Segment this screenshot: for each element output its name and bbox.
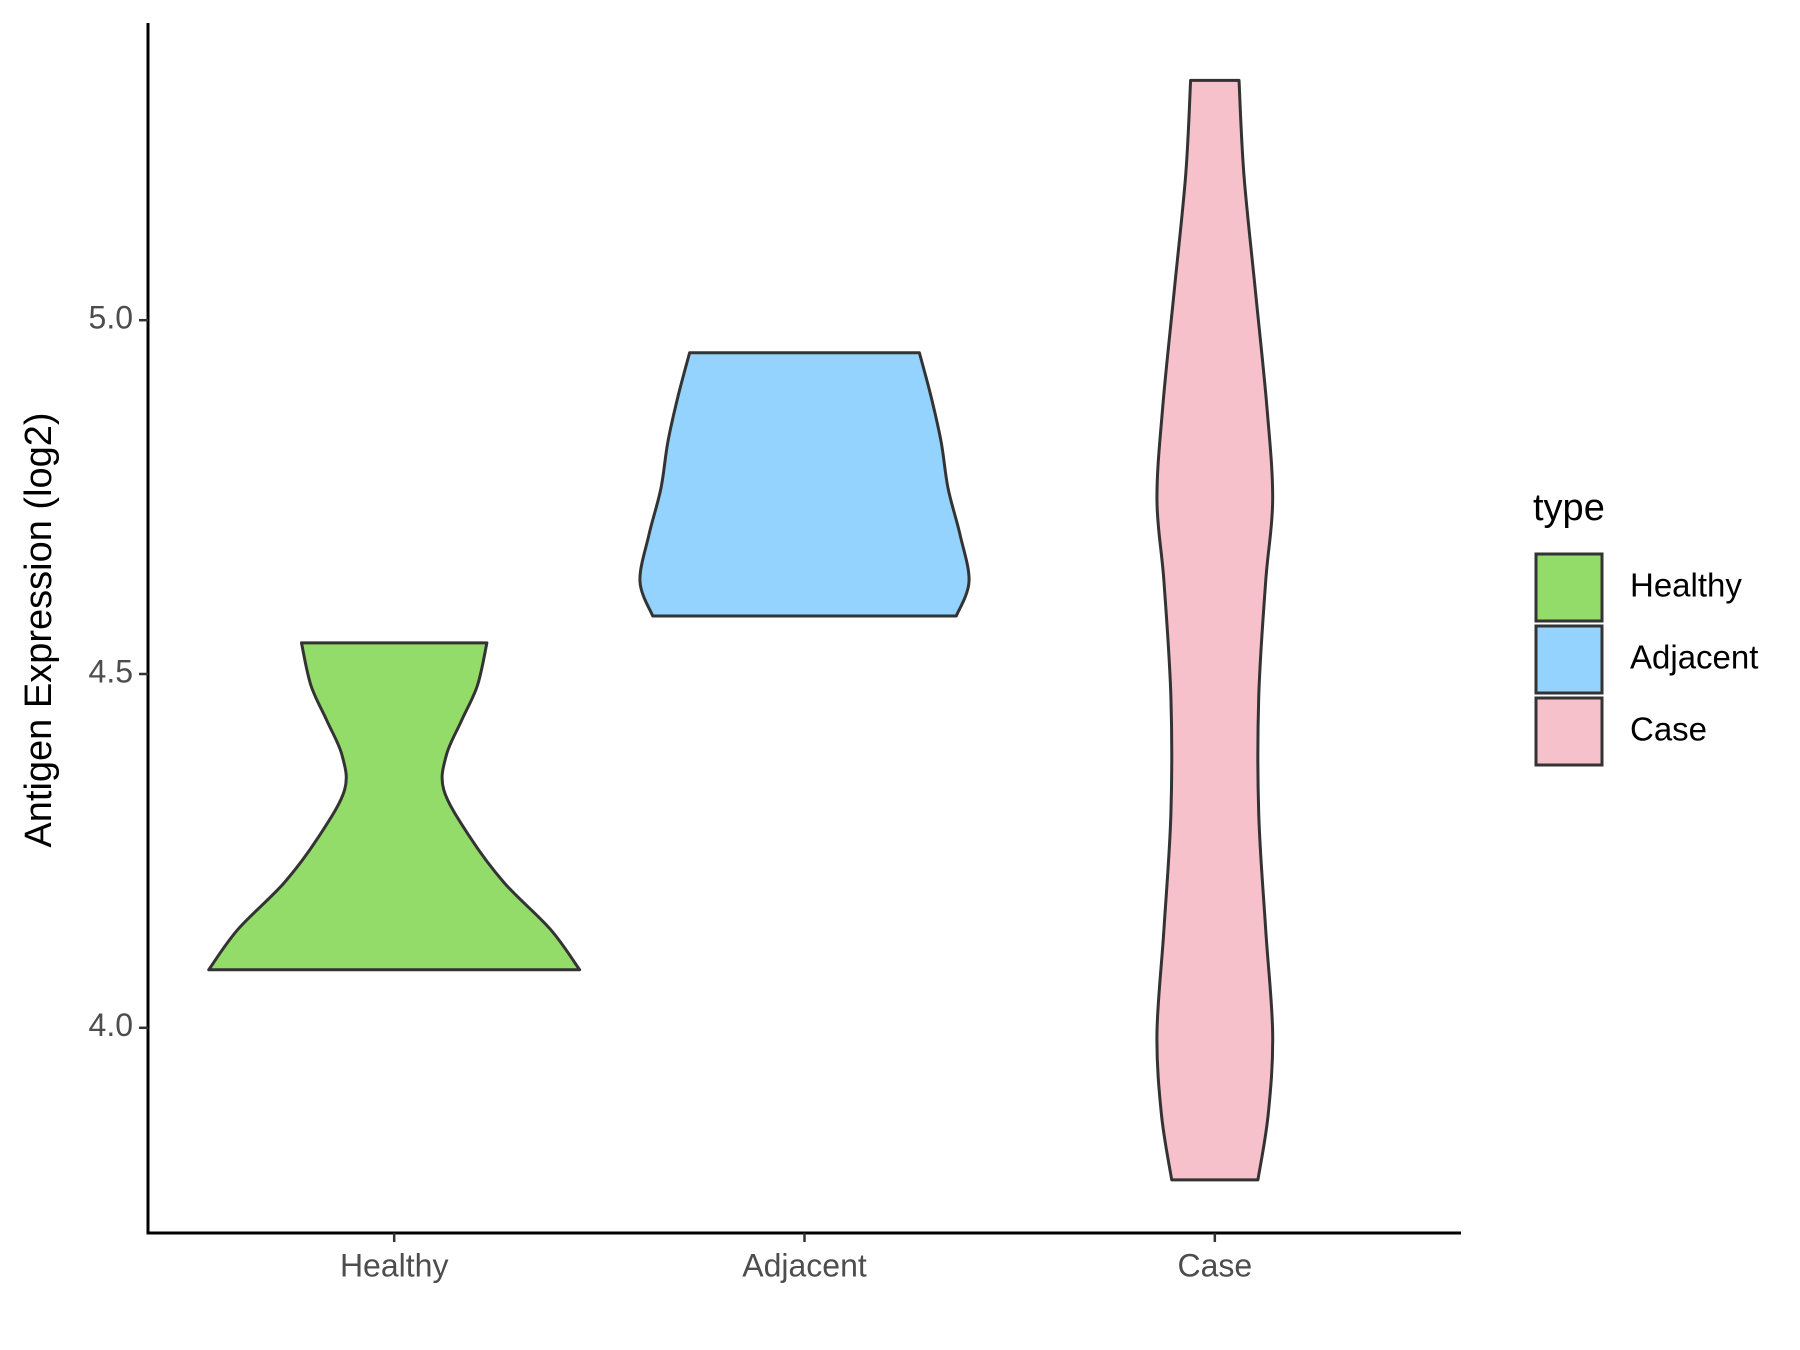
y-tick-label: 4.0 [89, 1007, 133, 1043]
legend-key [1534, 552, 1604, 623]
x-tick-label: Case [1177, 1247, 1252, 1283]
violin [207, 641, 582, 972]
violin [1155, 78, 1275, 1182]
legend-key [1534, 696, 1604, 767]
legend-label: Case [1630, 711, 1707, 748]
y-tick-label: 4.5 [89, 653, 133, 689]
x-tick-label: Healthy [340, 1247, 449, 1283]
y-axis-title: Antigen Expression (log2) [18, 412, 60, 847]
legend-key [1534, 624, 1604, 695]
legend-label: Healthy [1630, 567, 1742, 604]
violin [638, 351, 971, 618]
legend-label: Adjacent [1630, 639, 1758, 676]
legend-title: type [1533, 487, 1605, 529]
x-tick-label: Adjacent [742, 1247, 867, 1283]
y-tick-label: 5.0 [89, 300, 133, 336]
